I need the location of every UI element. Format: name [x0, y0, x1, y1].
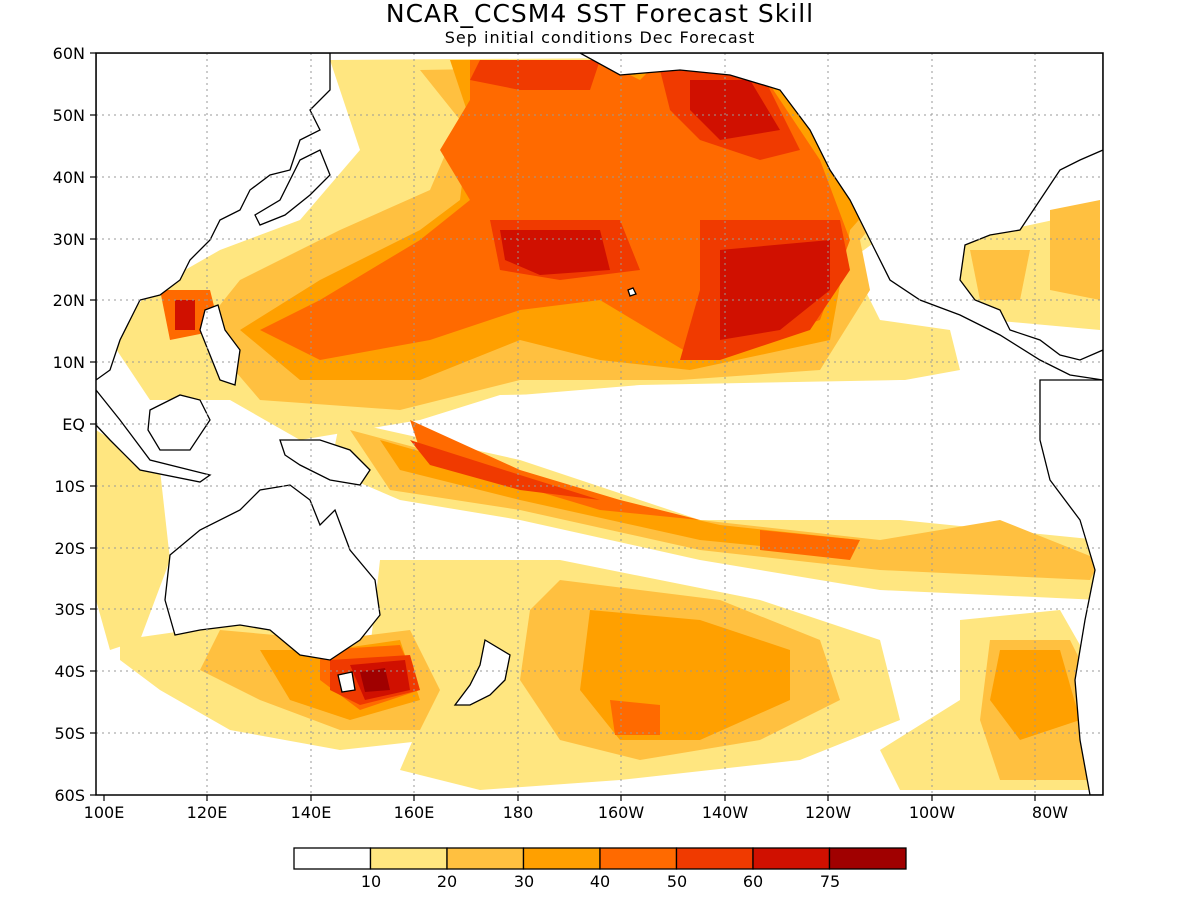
colorbar [294, 848, 906, 869]
lat-label: EQ [30, 415, 85, 434]
colorbar-label: 30 [504, 872, 544, 891]
colorbar-label: 40 [580, 872, 620, 891]
colorbar-swatch [447, 848, 524, 869]
lon-label: 100W [897, 803, 967, 822]
colorbar-swatch [677, 848, 754, 869]
lon-label: 160E [379, 803, 449, 822]
colorbar-swatch [753, 848, 830, 869]
colorbar-label: 60 [733, 872, 773, 891]
lon-label: 120W [793, 803, 863, 822]
lat-label: 10S [30, 477, 85, 496]
lat-label: 20S [30, 539, 85, 558]
colorbar-swatch [524, 848, 601, 869]
lon-label: 140W [690, 803, 760, 822]
colorbar-label: 10 [351, 872, 391, 891]
colorbar-swatch [600, 848, 677, 869]
lat-label: 30N [30, 230, 85, 249]
land-borneo [148, 395, 210, 450]
lat-label: 60N [30, 44, 85, 63]
lat-label: 50S [30, 724, 85, 743]
lat-label: 30S [30, 600, 85, 619]
lon-label: 120E [172, 803, 242, 822]
lat-label: 40N [30, 168, 85, 187]
lat-label: 10N [30, 353, 85, 372]
lon-label: 180 [483, 803, 553, 822]
colorbar-swatch [830, 848, 907, 869]
lon-label: 100E [69, 803, 139, 822]
lon-label: 80W [1015, 803, 1085, 822]
lon-label: 160W [586, 803, 656, 822]
colorbar-swatch [294, 848, 371, 869]
lat-label: 20N [30, 291, 85, 310]
lon-label: 140E [276, 803, 346, 822]
lat-label: 50N [30, 106, 85, 125]
colorbar-label: 75 [810, 872, 850, 891]
colorbar-swatch [371, 848, 448, 869]
colorbar-label: 50 [657, 872, 697, 891]
colorbar-label: 20 [427, 872, 467, 891]
lat-label: 40S [30, 662, 85, 681]
